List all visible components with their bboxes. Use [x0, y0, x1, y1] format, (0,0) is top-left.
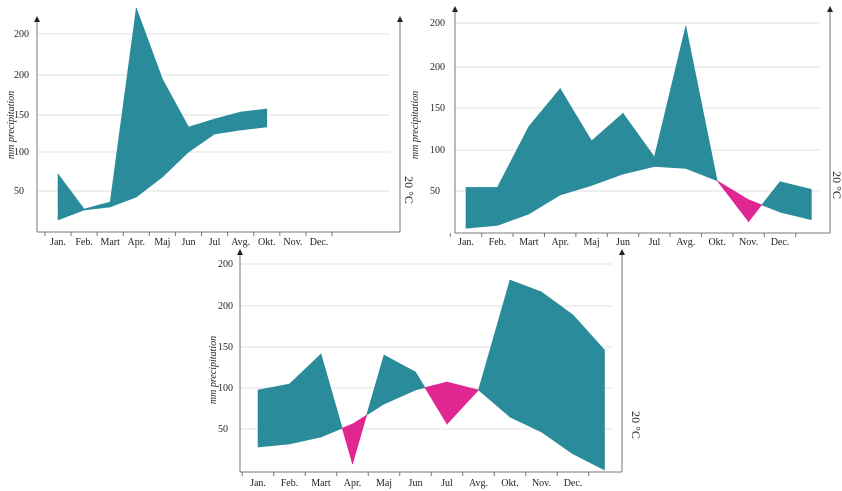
y-axis-title: mm precipitation [208, 336, 219, 404]
y-tick-label: 50 [218, 424, 228, 435]
excess-segment [780, 182, 811, 220]
excess-segment [592, 113, 623, 185]
excess-segment [529, 89, 560, 214]
month-label: Okt. [501, 478, 519, 489]
excess-segment [510, 280, 542, 432]
chart-3: Jan. Feb. Mart Apr. Maj Jun Jul Avg. Okt. Nov. Dec… [208, 249, 643, 489]
excess-segment [258, 384, 290, 447]
excess-segment [162, 79, 188, 177]
excess-segment [762, 182, 780, 212]
month-label: Jul [441, 478, 453, 489]
excess-segment [367, 355, 384, 415]
excess-segment [290, 354, 322, 444]
chart-2: Jan. Feb. Mart Apr. Maj Jun Jul Avg. Okt. Nov. Dec… [410, 6, 842, 248]
deficit-segment [353, 415, 367, 464]
y-tick-label: 200 [218, 259, 233, 270]
y-tick-label: 100 [430, 145, 445, 156]
y-axis-arrow-left [452, 6, 458, 12]
month-label: Avg. [676, 237, 695, 248]
excess-segment [58, 174, 84, 220]
y-axis-arrow-right [619, 249, 625, 255]
month-label: Avg. [231, 237, 250, 248]
y-tick-label: 150 [430, 103, 445, 114]
excess-segment [573, 315, 605, 470]
deficit-segment [425, 382, 447, 424]
excess-segment [136, 8, 162, 197]
chart-1: Jan. Feb. Mart Apr. Maj Jun Jul Avg. Okt. Nov. Dec… [6, 8, 416, 248]
excess-segment [416, 372, 425, 390]
month-label: Nov. [739, 237, 758, 248]
y-axis-title: mm precipitation [6, 91, 17, 159]
month-label: Jun [182, 237, 196, 248]
month-label: Feb. [281, 478, 299, 489]
month-label: Jul [649, 237, 661, 248]
month-label: Avg. [469, 478, 488, 489]
excess-segment [384, 355, 416, 404]
excess-segment [623, 113, 654, 174]
month-label: Jun [616, 237, 630, 248]
excess-segment [654, 26, 685, 169]
temperature-label: 20 °C [629, 411, 643, 439]
y-tick-label: 200 [430, 62, 445, 73]
month-label: Okt. [708, 237, 726, 248]
y-axis-title: mm precipitation [410, 91, 421, 159]
month-label: Apr. [344, 478, 362, 489]
temperature-label: 20 °C [402, 176, 416, 204]
y-axis-arrow-left [237, 249, 243, 255]
excess-segment [497, 127, 528, 226]
y-tick-label: 200 [14, 70, 29, 81]
y-tick-label: 200 [14, 29, 29, 40]
month-label: Mart [311, 478, 331, 489]
deficit-segment [749, 200, 762, 222]
excess-segment [686, 26, 717, 181]
deficit-segment [717, 181, 748, 222]
month-label: Feb. [75, 237, 93, 248]
excess-segment [84, 202, 110, 210]
month-label: Dec. [310, 237, 329, 248]
month-label: Jan. [458, 237, 474, 248]
excess-segment [189, 119, 215, 152]
month-label: Jul [209, 237, 221, 248]
excess-segment [321, 354, 342, 437]
y-tick-label: 100 [218, 383, 233, 394]
excess-segment [479, 280, 511, 417]
y-axis-arrow-right [397, 16, 403, 22]
month-label: Apr. [128, 237, 146, 248]
month-label: Nov. [532, 478, 551, 489]
month-label: Maj [584, 237, 600, 248]
month-label: Dec. [771, 237, 790, 248]
month-label: Apr. [551, 237, 569, 248]
month-label: Jan. [50, 237, 66, 248]
excess-segment [110, 8, 136, 207]
y-tick-label: 50 [14, 186, 24, 197]
month-label: Mart [100, 237, 120, 248]
y-tick-label: 200 [218, 301, 233, 312]
month-label: Okt. [258, 237, 276, 248]
temperature-label: 20 °C [830, 171, 842, 199]
month-label: Mart [519, 237, 539, 248]
y-tick-label: 200 [430, 18, 445, 29]
y-axis-arrow-left [34, 16, 40, 22]
y-axis-arrow-right [827, 6, 833, 12]
y-tick-label: 150 [218, 342, 233, 353]
month-label: Maj [376, 478, 392, 489]
month-label: Nov. [283, 237, 302, 248]
excess-segment [542, 292, 574, 454]
y-tick-label: 50 [430, 186, 440, 197]
excess-segment [560, 89, 591, 195]
month-label: Jan. [250, 478, 266, 489]
deficit-segment [342, 424, 352, 464]
month-label: Maj [154, 237, 170, 248]
month-label: Dec. [564, 478, 583, 489]
month-label: Jun [409, 478, 423, 489]
month-label: Feb. [489, 237, 507, 248]
excess-segment [241, 109, 267, 130]
excess-segment [466, 187, 497, 228]
